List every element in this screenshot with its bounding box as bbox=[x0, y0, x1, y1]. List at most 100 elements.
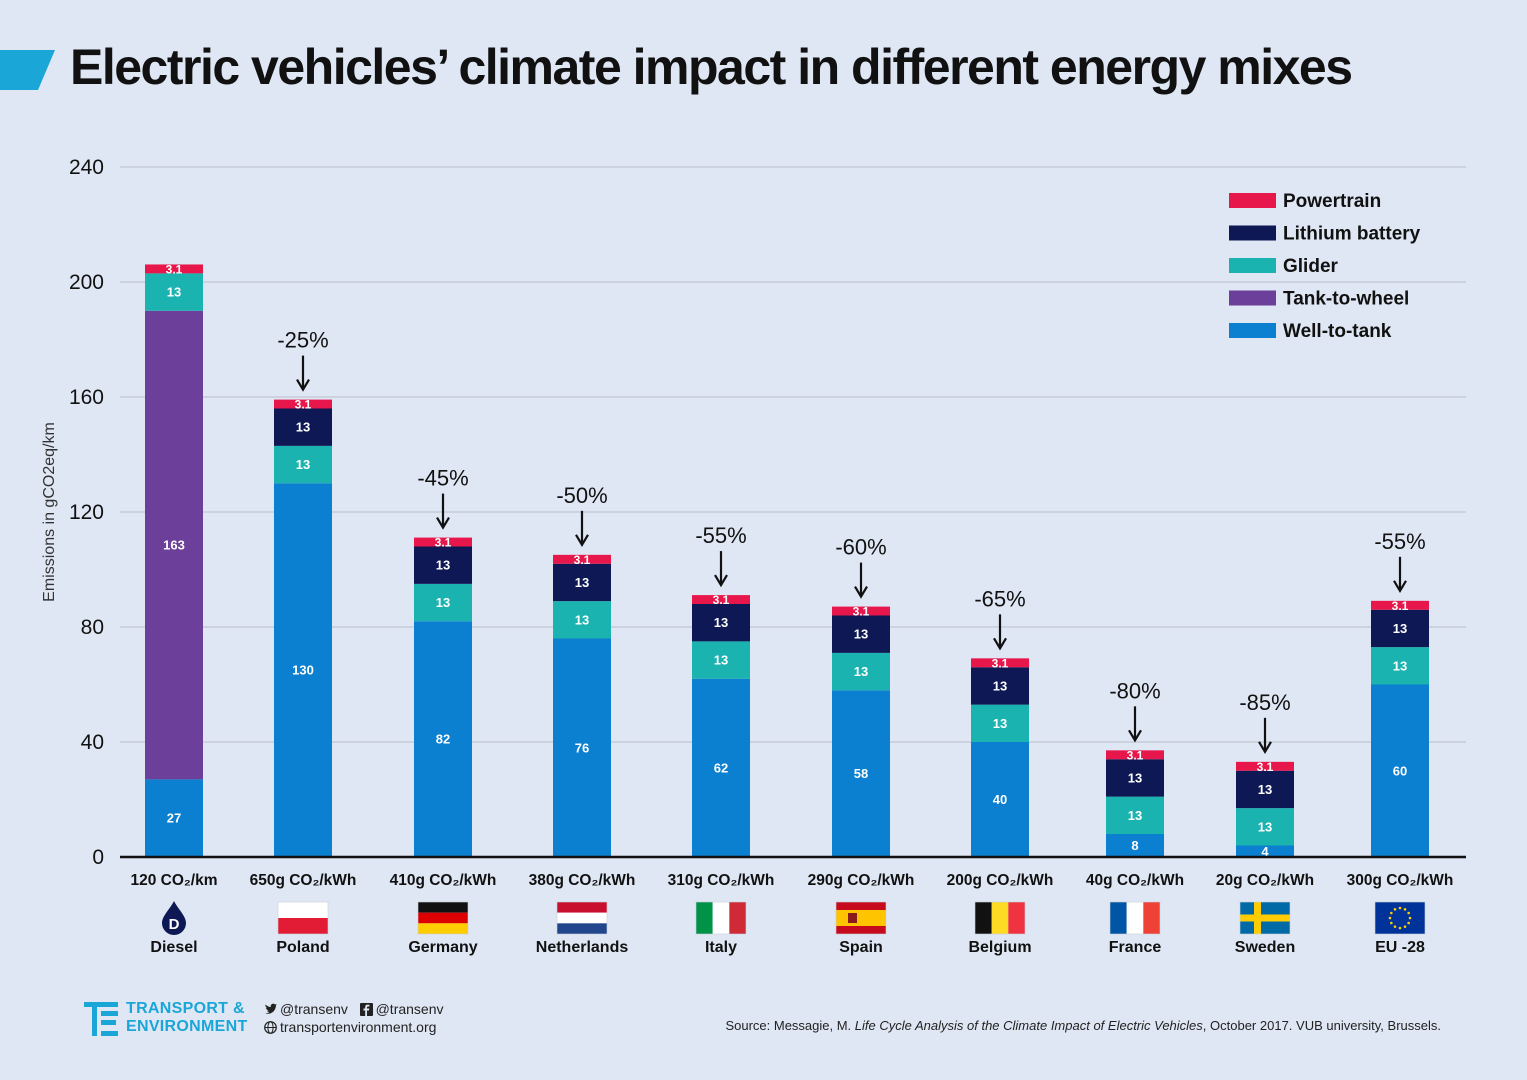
bar-segment-well-to-tank bbox=[971, 742, 1029, 857]
x-tick-label: 200g CO₂/kWh bbox=[947, 872, 1054, 889]
y-tick-label: 80 bbox=[81, 616, 104, 639]
bar-segment-lithium-battery bbox=[832, 615, 890, 653]
y-axis-label: Emissions in gCO2eq/km bbox=[41, 422, 58, 602]
bar-segment-glider bbox=[274, 445, 332, 484]
bar-segment-lithium-battery bbox=[1236, 770, 1294, 809]
data-label: 163 bbox=[163, 538, 185, 553]
data-label: 4 bbox=[1261, 844, 1269, 859]
bar-segment-lithium-battery bbox=[553, 563, 611, 602]
bar-segment-glider bbox=[414, 583, 472, 622]
reduction-label: -85% bbox=[1239, 690, 1290, 715]
logo: TRANSPORT & ENVIRONMENT bbox=[84, 1000, 249, 1040]
flag-belgium-icon bbox=[974, 901, 1026, 935]
x-tick-label: 410g CO₂/kWh bbox=[390, 872, 497, 889]
website-link[interactable]: transportenvironment.org bbox=[280, 1019, 437, 1035]
y-tick-label: 0 bbox=[92, 846, 104, 869]
bar-segment-well-to-tank bbox=[1371, 684, 1429, 857]
svg-text:D: D bbox=[169, 916, 180, 933]
data-label: 76 bbox=[575, 740, 589, 755]
data-label: 13 bbox=[436, 558, 450, 573]
country-label: Italy bbox=[705, 939, 737, 956]
legend-swatch bbox=[1229, 323, 1276, 338]
bar-segment-powertrain bbox=[692, 595, 750, 604]
x-tick-label: 310g CO₂/kWh bbox=[668, 872, 775, 889]
bar-segment-well-to-tank bbox=[274, 483, 332, 857]
flag-spain-icon bbox=[835, 901, 887, 935]
source-title: Life Cycle Analysis of the Climate Impac… bbox=[854, 1018, 1203, 1033]
data-label: 3.1 bbox=[574, 553, 591, 567]
data-label: 3.1 bbox=[992, 656, 1009, 670]
legend-swatch bbox=[1229, 193, 1276, 208]
bar-segment-lithium-battery bbox=[971, 667, 1029, 705]
data-label: 13 bbox=[993, 716, 1007, 731]
twitter-handle[interactable]: @transenv bbox=[280, 1001, 348, 1017]
data-label: 3.1 bbox=[295, 398, 312, 412]
reduction-label: -80% bbox=[1109, 678, 1160, 703]
data-label: 130 bbox=[292, 663, 314, 678]
bar-segment-well-to-tank bbox=[832, 690, 890, 857]
reduction-label: -55% bbox=[695, 523, 746, 548]
country-label: Poland bbox=[276, 939, 329, 956]
reduction-arrow-head bbox=[1393, 580, 1407, 593]
flag-germany-icon bbox=[417, 901, 469, 935]
bar-segment-glider bbox=[692, 641, 750, 679]
legend-swatch bbox=[1229, 258, 1276, 273]
data-label: 13 bbox=[714, 615, 728, 630]
data-label: 62 bbox=[714, 760, 728, 775]
data-label: 13 bbox=[296, 457, 310, 472]
y-tick-label: 120 bbox=[69, 501, 104, 524]
legend-label: Tank-to-wheel bbox=[1283, 289, 1409, 310]
flag-italy-icon bbox=[695, 901, 747, 935]
country-label: Spain bbox=[839, 939, 883, 956]
bar-segment-glider bbox=[553, 601, 611, 639]
data-label: 13 bbox=[1393, 658, 1407, 673]
data-label: 3.1 bbox=[853, 605, 870, 619]
data-label: 3.1 bbox=[713, 593, 730, 607]
facebook-icon bbox=[359, 1002, 373, 1016]
facebook-handle[interactable]: @transenv bbox=[375, 1001, 444, 1017]
logo-line-1: TRANSPORT & bbox=[126, 1000, 245, 1017]
data-label: 13 bbox=[714, 653, 728, 668]
diesel-drop-icon: D bbox=[162, 901, 186, 935]
bar-segment-glider bbox=[1236, 808, 1294, 846]
bar-segment-well-to-tank bbox=[692, 678, 750, 857]
data-label: 13 bbox=[436, 595, 450, 610]
data-label: 58 bbox=[854, 766, 868, 781]
country-label: Netherlands bbox=[536, 939, 629, 956]
x-tick-label: 20g CO₂/kWh bbox=[1216, 872, 1314, 889]
data-label: 3.1 bbox=[166, 262, 183, 276]
legend-swatch bbox=[1229, 290, 1276, 306]
y-tick-label: 240 bbox=[69, 156, 104, 179]
y-tick-label: 200 bbox=[69, 271, 104, 294]
bar-segment-powertrain bbox=[1236, 761, 1294, 771]
data-label: 3.1 bbox=[435, 536, 452, 550]
bar-segment-lithium-battery bbox=[414, 546, 472, 584]
x-tick-label: 290g CO₂/kWh bbox=[808, 872, 915, 889]
country-label: EU -28 bbox=[1375, 939, 1425, 956]
logo-line-2: ENVIRONMENT bbox=[126, 1018, 248, 1035]
bar-segment-well-to-tank bbox=[553, 638, 611, 857]
globe-icon bbox=[264, 1020, 277, 1034]
data-label: 13 bbox=[1128, 808, 1142, 823]
legend-swatch bbox=[1229, 225, 1276, 241]
source-suffix: , October 2017. VUB university, Brussels… bbox=[1202, 1018, 1441, 1033]
x-tick-label: 40g CO₂/kWh bbox=[1086, 872, 1184, 889]
data-label: 13 bbox=[167, 285, 181, 300]
data-label: 3.1 bbox=[1392, 599, 1409, 613]
bar-segment-well-to-tank bbox=[414, 621, 472, 857]
data-label: 13 bbox=[1128, 770, 1142, 785]
bar-segment-lithium-battery bbox=[692, 604, 750, 642]
y-tick-label: 160 bbox=[69, 386, 104, 409]
data-label: 3.1 bbox=[1127, 748, 1144, 762]
source-prefix: Source: Messagie, M. bbox=[725, 1018, 855, 1033]
bar-segment-powertrain bbox=[832, 606, 890, 616]
bar-segment-powertrain bbox=[971, 658, 1029, 668]
bar-segment-glider bbox=[971, 704, 1029, 742]
x-tick-label: 650g CO₂/kWh bbox=[250, 872, 357, 889]
data-label: 3.1 bbox=[1257, 760, 1274, 774]
data-label: 60 bbox=[1393, 763, 1407, 778]
data-label: 13 bbox=[993, 678, 1007, 693]
reduction-arrow-head bbox=[296, 379, 310, 392]
data-label: 13 bbox=[1393, 621, 1407, 636]
bar-segment-powertrain bbox=[1371, 600, 1429, 610]
